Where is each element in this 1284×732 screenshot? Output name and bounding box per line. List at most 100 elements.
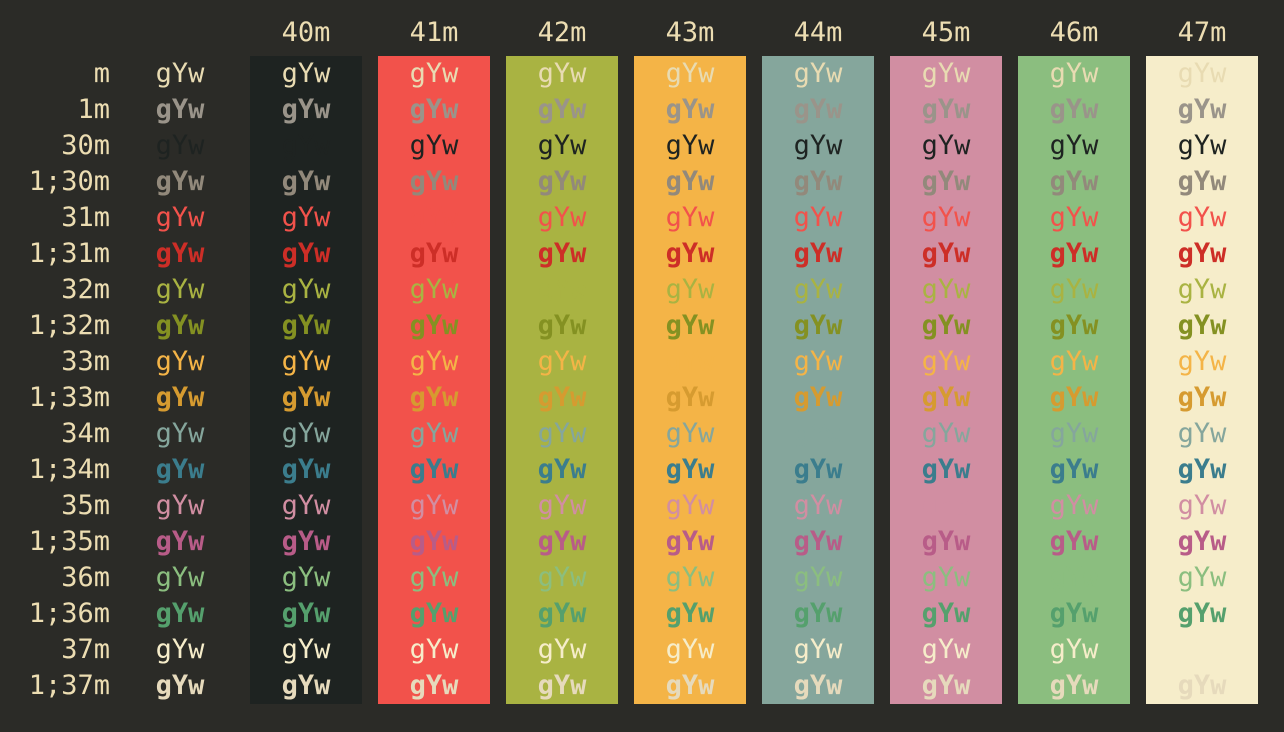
cell-1;31m-on-40m: gYw — [250, 236, 362, 272]
cell-36m-on-45m: gYw — [890, 560, 1002, 596]
cell-37m-on-44m: gYw — [762, 632, 874, 668]
cell-32m-on-42m: gYw — [506, 272, 618, 308]
cell-1m-on-44m: gYw — [762, 92, 874, 128]
column-header-44m: 44m — [793, 17, 843, 48]
cell-35m-on-44m: gYw — [762, 488, 874, 524]
cell-1m-on-47m: gYw — [1146, 92, 1258, 128]
cell-32m-on-43m: gYw — [634, 272, 746, 308]
row-label: 1;36m — [28, 598, 110, 629]
cell-1m-on-43m: gYw — [634, 92, 746, 128]
cell-30m-on-44m: gYw — [762, 128, 874, 164]
cell-1;31m-on-42m: gYw — [506, 236, 618, 272]
color-row-33m: 33m gYw gYw gYw gYw gYw gYw gYw gYw gYw — [0, 344, 1274, 380]
cell-1;30m-on-47m: gYw — [1146, 164, 1258, 200]
color-row-37m: 37m gYw gYw gYw gYw gYw gYw gYw gYw gYw — [0, 632, 1274, 668]
cell-1;37m-on-44m: gYw — [762, 668, 874, 704]
color-row-1m: 1m gYw gYw gYw gYw gYw gYw gYw gYw gYw — [0, 92, 1274, 128]
cell-31m-on-46m: gYw — [1018, 200, 1130, 236]
cell-30m-on-42m: gYw — [506, 128, 618, 164]
column-header-row: 40m 41m 42m 43m 44m 45m 46m 47m — [0, 15, 1274, 51]
row-label: 31m — [61, 202, 110, 233]
cell-30m-on-40m: gYw — [250, 128, 362, 164]
cell-1;37m-on-43m: gYw — [634, 668, 746, 704]
cell-1;34m-on-44m: gYw — [762, 452, 874, 488]
cell-35m-on-46m: gYw — [1018, 488, 1130, 524]
row-label: 1;31m — [28, 238, 110, 269]
row-label: 1;37m — [28, 670, 110, 701]
cell-1;37m-on-45m: gYw — [890, 668, 1002, 704]
cell-35m-on-41m: gYw — [378, 488, 490, 524]
cell-default-bg: gYw — [155, 454, 205, 485]
cell-m-on-41m: gYw — [378, 56, 490, 92]
cell-1;35m-on-43m: gYw — [634, 524, 746, 560]
cell-default-bg: gYw — [155, 202, 205, 233]
cell-1;32m-on-44m: gYw — [762, 308, 874, 344]
cell-default-bg: gYw — [155, 58, 205, 89]
cell-35m-on-45m: gYw — [890, 488, 1002, 524]
cell-1;33m-on-43m: gYw — [634, 380, 746, 416]
cell-1;34m-on-41m: gYw — [378, 452, 490, 488]
cell-default-bg: gYw — [155, 670, 205, 701]
row-label: 1;30m — [28, 166, 110, 197]
color-row-34m: 34m gYw gYw gYw gYw gYw gYw gYw gYw gYw — [0, 416, 1274, 452]
cell-default-bg: gYw — [155, 166, 205, 197]
cell-1;35m-on-40m: gYw — [250, 524, 362, 560]
cell-37m-on-47m: gYw — [1146, 632, 1258, 668]
column-header-46m: 46m — [1049, 17, 1099, 48]
cell-1;36m-on-42m: gYw — [506, 596, 618, 632]
cell-37m-on-40m: gYw — [250, 632, 362, 668]
cell-37m-on-41m: gYw — [378, 632, 490, 668]
row-label: 1;32m — [28, 310, 110, 341]
cell-1;33m-on-40m: gYw — [250, 380, 362, 416]
cell-1;37m-on-46m: gYw — [1018, 668, 1130, 704]
cell-default-bg: gYw — [155, 274, 205, 305]
column-header-40m: 40m — [281, 17, 331, 48]
cell-34m-on-47m: gYw — [1146, 416, 1258, 452]
row-label: 30m — [61, 130, 110, 161]
cell-1;32m-on-47m: gYw — [1146, 308, 1258, 344]
cell-1;36m-on-41m: gYw — [378, 596, 490, 632]
cell-33m-on-40m: gYw — [250, 344, 362, 380]
cell-31m-on-44m: gYw — [762, 200, 874, 236]
cell-33m-on-41m: gYw — [378, 344, 490, 380]
cell-1;36m-on-43m: gYw — [634, 596, 746, 632]
cell-1;37m-on-47m: gYw — [1146, 668, 1258, 704]
cell-m-on-47m: gYw — [1146, 56, 1258, 92]
cell-34m-on-46m: gYw — [1018, 416, 1130, 452]
cell-1;34m-on-47m: gYw — [1146, 452, 1258, 488]
row-label: m — [93, 58, 110, 89]
cell-default-bg: gYw — [155, 562, 205, 593]
color-row-1;32m: 1;32m gYw gYw gYw gYw gYw gYw gYw gYw gYw — [0, 308, 1274, 344]
cell-default-bg: gYw — [155, 418, 205, 449]
color-grid: m gYw gYw gYw gYw gYw gYw gYw gYw gYw 1m gYw gYw gYw g… — [0, 56, 1274, 704]
cell-1;33m-on-44m: gYw — [762, 380, 874, 416]
column-header-43m: 43m — [665, 17, 715, 48]
cell-1;35m-on-47m: gYw — [1146, 524, 1258, 560]
color-row-35m: 35m gYw gYw gYw gYw gYw gYw gYw gYw gYw — [0, 488, 1274, 524]
cell-m-on-42m: gYw — [506, 56, 618, 92]
cell-34m-on-41m: gYw — [378, 416, 490, 452]
cell-1;37m-on-41m: gYw — [378, 668, 490, 704]
color-row-1;34m: 1;34m gYw gYw gYw gYw gYw gYw gYw gYw gYw — [0, 452, 1274, 488]
cell-1;32m-on-43m: gYw — [634, 308, 746, 344]
cell-1;31m-on-45m: gYw — [890, 236, 1002, 272]
color-row-m: m gYw gYw gYw gYw gYw gYw gYw gYw gYw — [0, 56, 1274, 92]
cell-1;34m-on-40m: gYw — [250, 452, 362, 488]
cell-1;36m-on-44m: gYw — [762, 596, 874, 632]
cell-1;35m-on-41m: gYw — [378, 524, 490, 560]
cell-31m-on-42m: gYw — [506, 200, 618, 236]
cell-36m-on-41m: gYw — [378, 560, 490, 596]
cell-1;33m-on-46m: gYw — [1018, 380, 1130, 416]
color-row-1;37m: 1;37m gYw gYw gYw gYw gYw gYw gYw gYw gYw — [0, 668, 1274, 704]
color-row-1;30m: 1;30m gYw gYw gYw gYw gYw gYw gYw gYw gYw — [0, 164, 1274, 200]
cell-35m-on-42m: gYw — [506, 488, 618, 524]
cell-default-bg: gYw — [155, 94, 205, 125]
cell-33m-on-47m: gYw — [1146, 344, 1258, 380]
cell-33m-on-44m: gYw — [762, 344, 874, 380]
cell-1;35m-on-45m: gYw — [890, 524, 1002, 560]
cell-1;36m-on-46m: gYw — [1018, 596, 1130, 632]
cell-30m-on-46m: gYw — [1018, 128, 1130, 164]
cell-34m-on-40m: gYw — [250, 416, 362, 452]
cell-1;33m-on-45m: gYw — [890, 380, 1002, 416]
cell-32m-on-46m: gYw — [1018, 272, 1130, 308]
